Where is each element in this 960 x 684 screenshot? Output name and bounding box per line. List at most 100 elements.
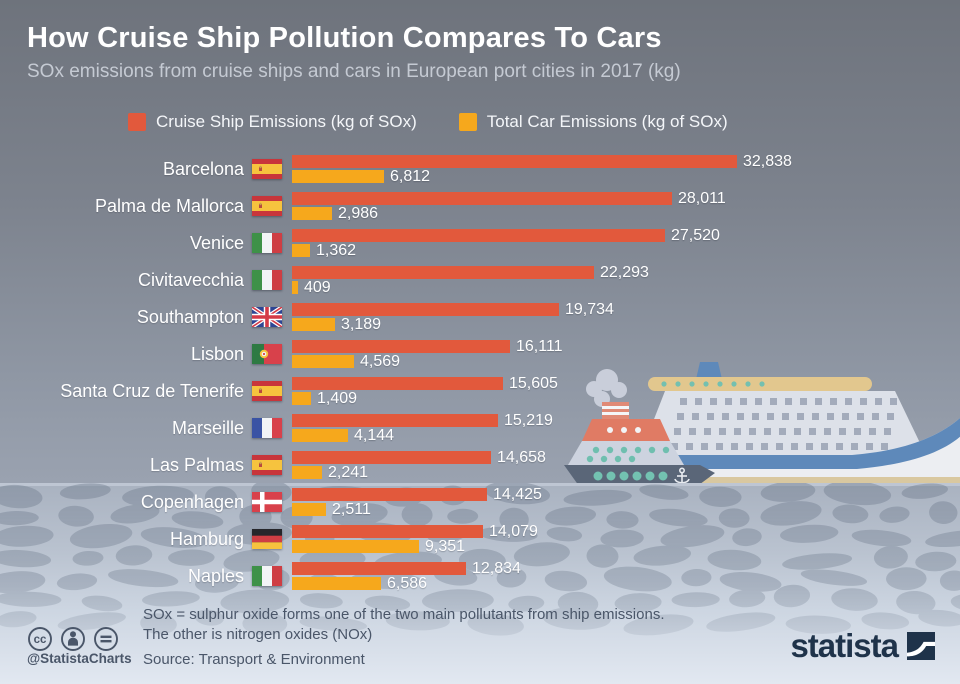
bar-row: Las Palmas 14,658 2,241 — [0, 448, 960, 480]
anchor-icon — [674, 467, 690, 484]
italy-flag-icon — [252, 566, 282, 586]
city-label: Palma de Mallorca — [94, 196, 244, 216]
statista-logo-text: statista — [790, 627, 899, 664]
cc-icon: cc — [34, 634, 47, 646]
cruise-value: 19,734 — [565, 300, 614, 318]
statista-logo: statista — [790, 629, 935, 662]
bar-row: Venice 27,520 1,362 — [0, 226, 960, 259]
legend-item-car: Total Car Emissions (kg of SOx) — [458, 112, 728, 132]
city-label: Venice — [189, 233, 244, 253]
cruise-value: 12,834 — [472, 559, 521, 577]
source-line: Source: Transport & Environment — [143, 651, 365, 668]
no-derivatives-icon — [100, 635, 112, 643]
bar-row: Marseille 15,219 4,144 — [0, 411, 960, 444]
statista-charts-handle: @StatistaCharts — [27, 651, 132, 666]
portugal-flag-icon — [252, 344, 282, 364]
cruise-value: 15,605 — [509, 374, 558, 392]
denmark-flag-icon — [252, 492, 282, 512]
cruise-value: 27,520 — [671, 226, 720, 244]
italy-flag-icon — [252, 233, 282, 253]
bar-row: Santa Cruz de Tenerife 15,605 1,409 — [0, 374, 960, 407]
car-bar — [292, 577, 381, 590]
cruise-bar — [292, 377, 503, 390]
car-bar — [292, 318, 335, 331]
car-value: 409 — [304, 278, 331, 296]
uk-flag-icon — [252, 307, 282, 327]
bar-row: Barcelona 32,838 6,812 — [0, 152, 960, 184]
france-flag-icon — [252, 418, 282, 438]
city-label: Hamburg — [169, 529, 244, 549]
cruise-value: 14,658 — [497, 448, 546, 466]
bar-group: 22,293 409 — [292, 264, 649, 296]
cruise-value: 32,838 — [743, 152, 792, 170]
cruise-bar — [292, 266, 594, 279]
car-value: 2,986 — [338, 204, 379, 222]
ship-windows — [671, 398, 897, 450]
car-bar — [292, 355, 354, 368]
spain-flag-icon — [252, 381, 282, 401]
spain-flag-icon — [252, 159, 282, 179]
bar-row: Hamburg 14,079 9,351 — [0, 523, 960, 555]
bar-chart: Barcelona 32,838 6,812 Palma de Mallorca 28,… — [0, 152, 960, 599]
cruise-bar — [292, 488, 487, 501]
city-label: Santa Cruz de Tenerife — [60, 381, 244, 401]
bar-row: Civitavecchia 22,293 409 — [0, 264, 960, 296]
cruise-swatch-icon — [128, 113, 146, 131]
cruise-ship-illustration — [564, 362, 960, 493]
car-bar — [292, 281, 298, 294]
cruise-bar — [292, 562, 466, 575]
car-value: 1,362 — [316, 241, 357, 259]
attribution-icon — [68, 631, 78, 646]
footnote-line-1: SOx = sulphur oxide forms one of the two… — [143, 606, 665, 623]
bar-group: 14,658 2,241 — [292, 448, 546, 480]
bar-group: 19,734 3,189 — [292, 300, 614, 332]
creative-commons-icons: cc — [28, 627, 118, 651]
bar-row: Palma de Mallorca 28,011 2,986 — [0, 189, 960, 222]
spain-flag-icon — [252, 196, 282, 216]
city-label: Barcelona — [162, 159, 244, 179]
car-bar — [292, 392, 311, 405]
smoke-puffs — [586, 369, 627, 407]
car-value: 2,511 — [332, 500, 371, 518]
car-bar — [292, 244, 310, 257]
spain-flag-icon — [252, 455, 282, 475]
bar-group: 28,011 2,986 — [292, 189, 726, 222]
bar-group: 15,219 4,144 — [292, 411, 553, 444]
cruise-bar — [292, 192, 672, 205]
legend-label-cruise: Cruise Ship Emissions (kg of SOx) — [156, 112, 417, 131]
page-subtitle: SOx emissions from cruise ships and cars… — [27, 61, 681, 82]
car-bar — [292, 466, 322, 479]
car-bar — [292, 540, 419, 553]
car-value: 4,144 — [354, 426, 395, 444]
chart-header: How Cruise Ship Pollution Compares To Ca… — [27, 22, 681, 83]
cruise-value: 15,219 — [504, 411, 553, 429]
city-label: Naples — [187, 566, 244, 586]
car-value: 1,409 — [317, 389, 358, 407]
statista-logo-icon — [907, 631, 935, 660]
bar-row: Southampton 19,734 3,189 — [0, 300, 960, 332]
chart-legend: Cruise Ship Emissions (kg of SOx) Total … — [128, 112, 728, 132]
car-bar — [292, 207, 332, 220]
bar-group: 15,605 1,409 — [292, 374, 558, 407]
city-label: Lisbon — [190, 344, 244, 364]
bar-row: Lisbon 16,111 4,569 — [0, 338, 960, 370]
water-texture — [0, 483, 960, 684]
cruise-bar — [292, 229, 665, 242]
germany-flag-icon — [252, 529, 282, 549]
car-bar — [292, 170, 384, 183]
bar-group: 16,111 4,569 — [292, 338, 563, 370]
bar-row: Naples 12,834 6,586 — [0, 559, 960, 591]
bar-group: 27,520 1,362 — [292, 226, 720, 259]
cruise-bar — [292, 525, 483, 538]
car-bar — [292, 503, 326, 516]
bar-group: 12,834 6,586 — [292, 559, 521, 591]
city-label: Copenhagen — [140, 492, 244, 512]
city-label: Southampton — [136, 307, 244, 327]
car-value: 9,351 — [425, 537, 466, 555]
bar-group: 14,079 9,351 — [292, 523, 538, 555]
cruise-bar — [292, 414, 498, 427]
bar-group: 32,838 6,812 — [292, 152, 792, 184]
cruise-value: 28,011 — [678, 189, 726, 207]
car-value: 4,569 — [360, 352, 401, 370]
